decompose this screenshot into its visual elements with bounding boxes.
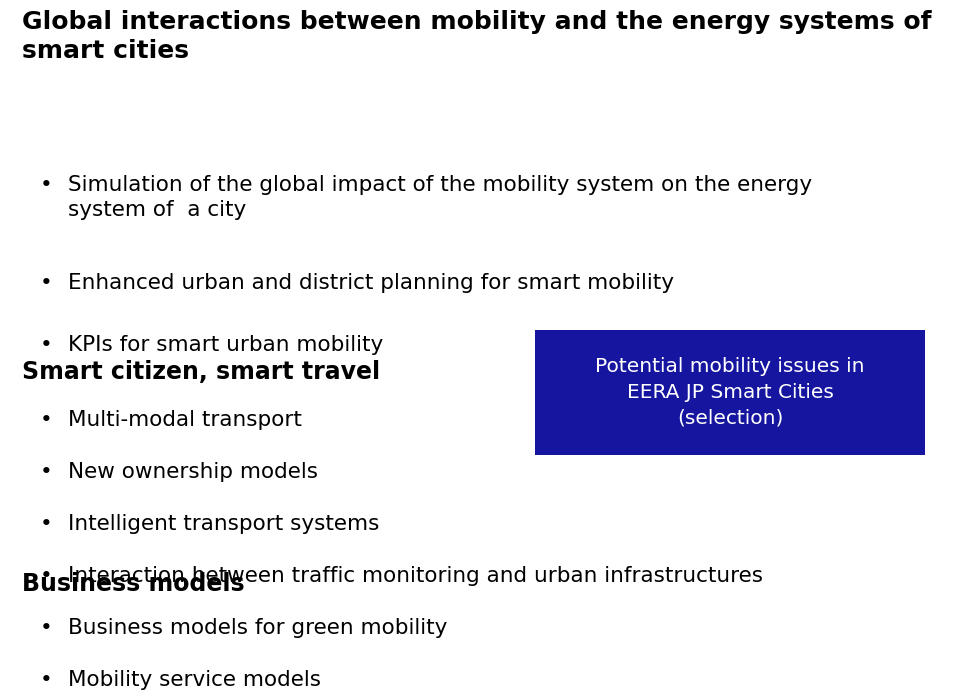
- Text: •: •: [40, 410, 53, 430]
- Text: Mobility service models: Mobility service models: [68, 670, 321, 690]
- Text: •: •: [40, 618, 53, 638]
- Text: Enhanced urban and district planning for smart mobility: Enhanced urban and district planning for…: [68, 273, 674, 293]
- Text: Intelligent transport systems: Intelligent transport systems: [68, 514, 379, 534]
- Text: KPIs for smart urban mobility: KPIs for smart urban mobility: [68, 335, 383, 355]
- Text: Multi-modal transport: Multi-modal transport: [68, 410, 301, 430]
- Text: Simulation of the global impact of the mobility system on the energy
system of  : Simulation of the global impact of the m…: [68, 175, 812, 220]
- Text: Global interactions between mobility and the energy systems of
smart cities: Global interactions between mobility and…: [22, 10, 931, 63]
- Text: •: •: [40, 273, 53, 293]
- Text: •: •: [40, 514, 53, 534]
- FancyBboxPatch shape: [535, 330, 925, 455]
- Text: Business models: Business models: [22, 572, 245, 596]
- Text: •: •: [40, 566, 53, 586]
- Text: Business models for green mobility: Business models for green mobility: [68, 618, 447, 638]
- Text: •: •: [40, 462, 53, 482]
- Text: •: •: [40, 670, 53, 690]
- Text: Potential mobility issues in
EERA JP Smart Cities
(selection): Potential mobility issues in EERA JP Sma…: [595, 358, 865, 428]
- Text: Smart citizen, smart travel: Smart citizen, smart travel: [22, 360, 380, 384]
- Text: •: •: [40, 175, 53, 195]
- Text: Interaction between traffic monitoring and urban infrastructures: Interaction between traffic monitoring a…: [68, 566, 763, 586]
- Text: •: •: [40, 335, 53, 355]
- Text: New ownership models: New ownership models: [68, 462, 318, 482]
